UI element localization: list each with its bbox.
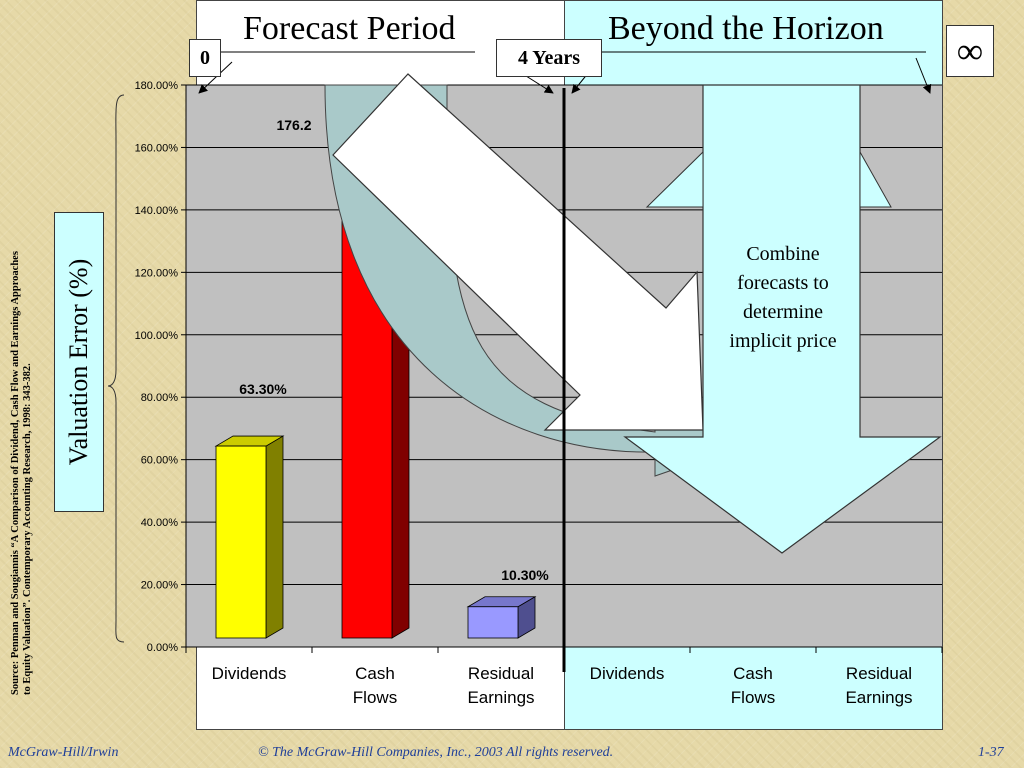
y-axis-title-box: Valuation Error (%) <box>54 212 104 512</box>
callout-text: Combine forecasts to determine implicit … <box>729 243 837 352</box>
y-tick-label: 100.00% <box>135 330 179 342</box>
four-years-marker: 4 Years <box>496 39 602 77</box>
y-tick-label: 160.00% <box>135 142 179 154</box>
y-tick-label: 20.00% <box>141 580 179 592</box>
footer-copyright: © The McGraw-Hill Companies, Inc., 2003 … <box>258 745 614 760</box>
footer: McGraw-Hill/Irwin © The McGraw-Hill Comp… <box>0 742 1024 768</box>
y-tick-label: 0.00% <box>147 642 178 654</box>
y-tick-label: 140.00% <box>135 205 179 217</box>
category-label: Cash Flows <box>353 664 397 707</box>
infinity-marker: ∞ <box>946 25 994 77</box>
data-label: 10.30% <box>501 567 549 583</box>
source-citation: Source: Penman and Sougiannis “A Compari… <box>10 75 34 695</box>
bar-side <box>265 435 284 639</box>
bar <box>215 445 267 639</box>
category-label: Residual Earnings <box>467 664 534 707</box>
down-arrow <box>623 84 942 554</box>
time-zero-marker: 0 <box>189 39 221 77</box>
axis-bracket <box>107 94 125 643</box>
bar <box>467 606 519 639</box>
category-label: Dividends <box>590 664 665 683</box>
category-label: Residual Earnings <box>845 664 912 707</box>
y-tick-label: 60.00% <box>141 455 179 467</box>
y-tick-label: 40.00% <box>141 517 179 529</box>
down-arrow-left-wing <box>645 150 704 208</box>
source-citation-line-2: to Equity Valuation”. Contemporary Accou… <box>22 363 33 695</box>
beyond-horizon-header: Beyond the Horizon <box>608 10 884 47</box>
source-citation-line-1: Source: Penman and Sougiannis “A Compari… <box>10 251 21 695</box>
data-label: 63.30% <box>239 381 287 397</box>
down-arrow-right-wing <box>859 150 892 208</box>
forecast-period-header: Forecast Period <box>243 10 456 47</box>
y-tick-label: 120.00% <box>135 267 179 279</box>
y-tick-label: 180.00% <box>135 80 179 92</box>
data-label: 176.2 <box>276 117 311 133</box>
footer-publisher: McGraw-Hill/Irwin <box>8 745 119 760</box>
y-axis-title: Valuation Error (%) <box>64 258 93 466</box>
diagonal-arrow <box>332 73 704 431</box>
category-label: Cash Flows <box>731 664 775 707</box>
footer-slide-number: 1-37 <box>978 745 1004 760</box>
y-tick-label: 80.00% <box>141 392 179 404</box>
category-label: Dividends <box>212 664 287 683</box>
pointer-arrow <box>915 57 932 94</box>
pointer-arrow <box>198 61 233 94</box>
